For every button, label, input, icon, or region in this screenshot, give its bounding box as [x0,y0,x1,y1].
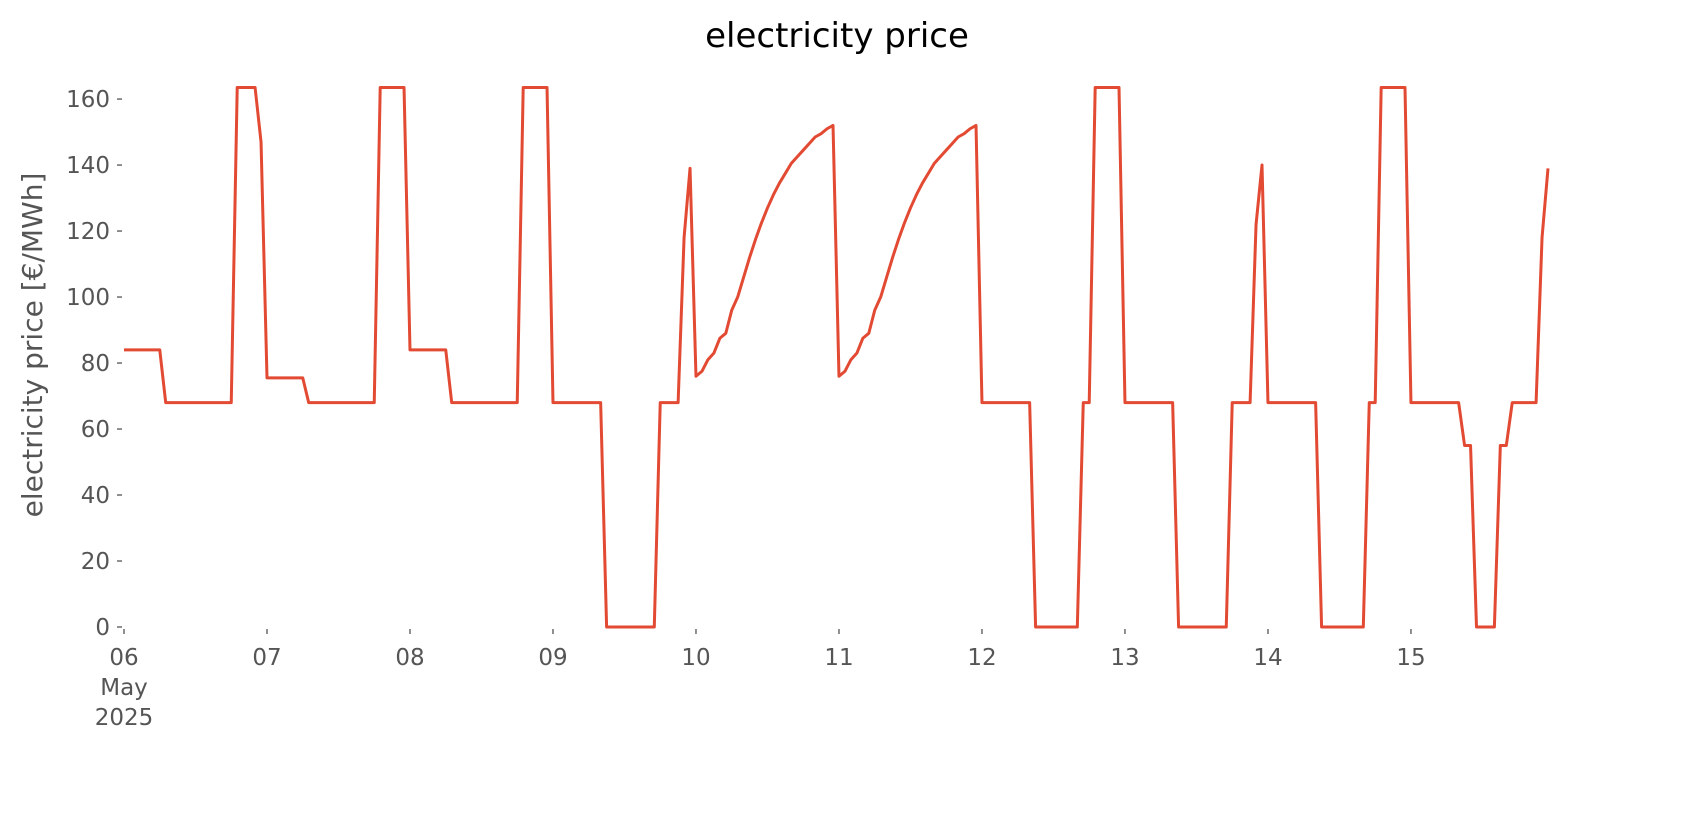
price-line [124,86,1550,629]
y-tick-label: 60 [81,417,110,443]
x-tick-label: 07 [252,645,281,671]
y-tick-label: 140 [66,153,110,179]
x-tick-label: 11 [824,645,853,671]
x-tick-label: 09 [538,645,567,671]
x-tick-label: 15 [1396,645,1425,671]
x-tick-label: 06 May 2025 [95,645,154,731]
y-tick-label: 0 [95,615,110,641]
x-tick-label: 13 [1110,645,1139,671]
x-tick-label: 14 [1253,645,1282,671]
x-tick-label: 10 [681,645,710,671]
y-tick-label: 100 [66,285,110,311]
y-tick-label: 80 [81,351,110,377]
y-tick-label: 40 [81,483,110,509]
x-tick-label: 12 [967,645,996,671]
chart-title: electricity price [705,16,969,56]
y-tick-label: 20 [81,549,110,575]
x-tick-label: 08 [395,645,424,671]
y-tick-label: 120 [66,219,110,245]
y-tick-label: 160 [66,87,110,113]
y-axis-label: electricity price [€/MWh] [16,173,49,518]
